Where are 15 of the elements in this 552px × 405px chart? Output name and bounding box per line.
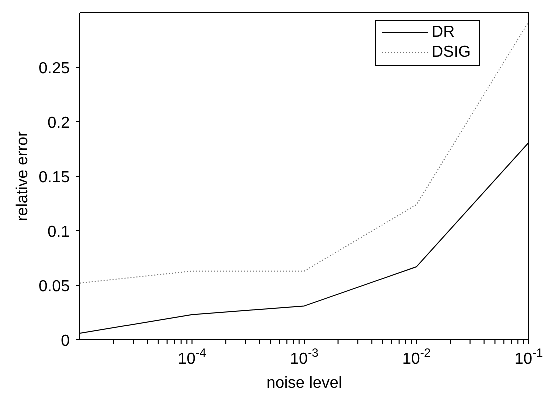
legend-label: DR xyxy=(432,24,455,42)
x-tick-label: 10$^{-4}$ xyxy=(178,346,207,368)
y-tick-label: 0.2 xyxy=(48,115,70,132)
y-axis-title: relative error xyxy=(14,130,32,222)
x-tick-label: 10$^{-3}$ xyxy=(290,346,320,368)
y-tick-label: 0.05 xyxy=(38,278,70,296)
y-tick-label: 0.25 xyxy=(38,60,70,78)
x-tick-label: 10$^{-2}$ xyxy=(402,346,432,368)
line-series xyxy=(80,21,529,284)
x-axis-title: noise level xyxy=(266,375,342,392)
x-tick-label: 10$^{-1}$ xyxy=(514,346,544,368)
y-tick-label: 0 xyxy=(61,333,70,350)
y-tick-label: 0.15 xyxy=(38,170,70,186)
y-tick-label: 0.1 xyxy=(48,224,70,241)
legend-label: DSIG xyxy=(432,44,471,62)
